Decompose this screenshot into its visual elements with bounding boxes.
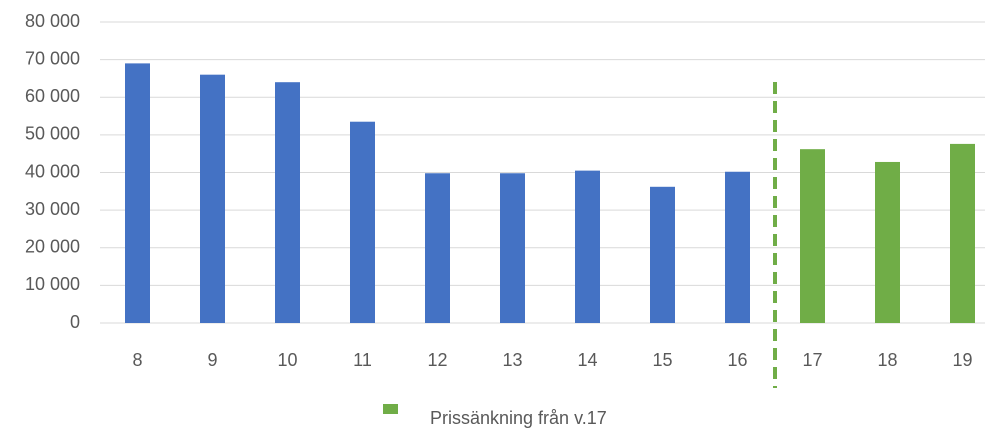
bar: [125, 63, 150, 323]
y-tick-label: 30 000: [25, 199, 80, 219]
y-tick-label: 10 000: [25, 274, 80, 294]
x-tick-label: 14: [577, 350, 597, 370]
y-tick-label: 20 000: [25, 237, 80, 257]
y-tick-label: 50 000: [25, 124, 80, 144]
bar: [275, 82, 300, 323]
y-tick-label: 40 000: [25, 161, 80, 181]
x-tick-label: 18: [877, 350, 897, 370]
x-tick-label: 8: [132, 350, 142, 370]
bar: [875, 161, 900, 323]
y-tick-label: 80 000: [25, 11, 80, 31]
legend-swatch: [383, 404, 398, 414]
bar: [950, 143, 975, 323]
bar: [500, 173, 525, 323]
x-tick-label: 10: [277, 350, 297, 370]
x-tick-label: 16: [727, 350, 747, 370]
bar: [425, 173, 450, 323]
x-tick-label: 13: [502, 350, 522, 370]
x-tick-label: 11: [353, 350, 372, 370]
bar: [575, 170, 600, 323]
legend-label: Prissänkning från v.17: [430, 408, 607, 428]
x-tick-label: 17: [802, 350, 822, 370]
bar: [200, 74, 225, 323]
y-tick-label: 60 000: [25, 86, 80, 106]
x-tick-label: 12: [427, 350, 447, 370]
bar: [800, 149, 825, 323]
y-tick-label: 0: [70, 312, 80, 332]
bar: [650, 186, 675, 323]
y-tick-label: 70 000: [25, 48, 80, 68]
x-tick-label: 15: [652, 350, 672, 370]
bar: [725, 171, 750, 323]
x-tick-label: 19: [952, 350, 972, 370]
bar: [350, 121, 375, 323]
x-tick-label: 9: [207, 350, 217, 370]
